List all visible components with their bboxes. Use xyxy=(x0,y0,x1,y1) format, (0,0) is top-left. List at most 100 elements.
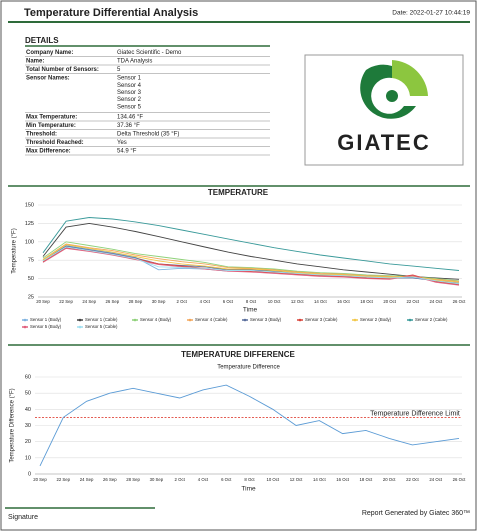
legend-label: Sensor 3 (Body) xyxy=(250,317,282,322)
logo-text: GIATEC xyxy=(337,130,430,155)
y-tick-label: 30 xyxy=(25,423,31,429)
y-tick-label: 75 xyxy=(28,258,34,264)
x-tick-label: 20 Sep xyxy=(36,299,50,304)
report-title: Temperature Differential Analysis xyxy=(24,7,198,19)
logo-box xyxy=(304,54,464,166)
series-line xyxy=(42,217,460,271)
detail-label: Company Name: xyxy=(26,50,73,56)
details-heading: DETAILS xyxy=(25,36,59,45)
detail-value: Giatec Scientific - Demo xyxy=(117,50,182,56)
legend-marker xyxy=(353,318,357,322)
legend-label: Sensor 5 (Body) xyxy=(30,324,62,329)
y-tick-label: 20 xyxy=(25,439,31,445)
x-tick-label: 26 Sep xyxy=(103,477,117,482)
series-line xyxy=(39,384,460,467)
legend-label: Sensor 1 (Cable) xyxy=(85,317,118,322)
logo-arc xyxy=(392,60,428,96)
detail-label: Threshold: xyxy=(26,132,57,138)
legend-marker xyxy=(23,318,27,322)
legend-marker xyxy=(78,318,82,322)
detail-value: 54.9 °F xyxy=(117,149,137,155)
detail-label: Min Temperature: xyxy=(26,123,76,129)
x-tick-label: 26 Oct xyxy=(453,477,466,482)
x-tick-label: 14 Oct xyxy=(314,299,327,304)
section-title: TEMPERATURE xyxy=(208,188,269,197)
series-line xyxy=(42,247,460,286)
x-tick-label: 22 Sep xyxy=(59,299,73,304)
detail-value: 5 xyxy=(117,67,121,73)
legend-marker xyxy=(408,318,412,322)
x-tick-label: 26 Oct xyxy=(453,299,466,304)
x-tick-label: 30 Sep xyxy=(150,477,164,482)
x-tick-label: 24 Oct xyxy=(429,477,442,482)
legend-marker xyxy=(188,318,192,322)
x-tick-label: 18 Oct xyxy=(360,477,373,482)
x-axis-label: Time xyxy=(241,486,256,493)
chart-title: Temperature Difference xyxy=(217,365,280,371)
detail-value: 134.46 °F xyxy=(117,115,143,121)
x-tick-label: 8 Oct xyxy=(246,299,257,304)
legend-marker xyxy=(243,318,247,322)
x-tick-label: 2 Oct xyxy=(177,299,188,304)
x-tick-label: 26 Sep xyxy=(106,299,120,304)
section-title: TEMPERATURE DIFFERENCE xyxy=(181,350,295,359)
x-axis-label: Time xyxy=(243,307,258,314)
x-tick-label: 16 Oct xyxy=(336,477,349,482)
x-tick-label: 10 Oct xyxy=(268,299,281,304)
y-tick-label: 60 xyxy=(25,374,31,380)
y-axis-label: Temperature (°F) xyxy=(12,228,18,273)
x-tick-label: 24 Sep xyxy=(82,299,96,304)
x-tick-label: 6 Oct xyxy=(223,299,234,304)
detail-value: TDA Analysis xyxy=(117,59,152,65)
x-tick-label: 22 Sep xyxy=(56,477,70,482)
detail-label: Max Temperature: xyxy=(26,115,77,121)
detail-value: 37.36 °F xyxy=(117,123,140,129)
series-line xyxy=(42,222,460,280)
y-tick-label: 125 xyxy=(25,221,34,227)
y-tick-label: 150 xyxy=(25,202,34,208)
detail-label: Sensor Names: xyxy=(26,76,70,82)
x-tick-label: 16 Oct xyxy=(337,299,350,304)
detail-value: Yes xyxy=(117,140,127,146)
x-tick-label: 2 Oct xyxy=(175,477,186,482)
x-tick-label: 22 Oct xyxy=(406,299,419,304)
x-tick-label: 18 Oct xyxy=(360,299,373,304)
y-tick-label: 100 xyxy=(25,239,34,245)
x-tick-label: 24 Sep xyxy=(80,477,94,482)
series-line xyxy=(42,241,460,282)
detail-label: Name: xyxy=(26,59,44,65)
signature: Signature xyxy=(8,514,38,521)
x-tick-label: 28 Sep xyxy=(126,477,140,482)
series-line xyxy=(42,246,460,285)
legend-label: Sensor 4 (Body) xyxy=(140,317,172,322)
logo-ring xyxy=(360,64,416,119)
legend-label: Sensor 5 (Cable) xyxy=(85,324,118,329)
legend-marker xyxy=(78,325,82,329)
detail-label: Total Number of Sensors: xyxy=(26,67,99,73)
series-line xyxy=(42,243,460,282)
legend-marker xyxy=(23,325,27,329)
detail-value: Sensor 1 xyxy=(117,76,142,82)
x-tick-label: 20 Oct xyxy=(383,299,396,304)
limit-label: Temperature Difference Limit xyxy=(370,410,460,417)
x-tick-label: 30 Sep xyxy=(152,299,166,304)
x-tick-label: 10 Oct xyxy=(266,477,279,482)
x-tick-label: 14 Oct xyxy=(313,477,326,482)
x-tick-label: 24 Oct xyxy=(430,299,443,304)
y-tick-label: 25 xyxy=(28,294,34,300)
logo-dot xyxy=(386,90,398,102)
x-tick-label: 4 Oct xyxy=(198,477,209,482)
x-tick-label: 20 Oct xyxy=(383,477,396,482)
y-tick-label: 10 xyxy=(25,455,31,461)
x-tick-label: 12 Oct xyxy=(291,299,304,304)
y-tick-label: 40 xyxy=(25,407,31,413)
detail-value: Sensor 4 xyxy=(117,83,142,89)
legend-marker xyxy=(298,318,302,322)
y-axis-label: Temperature Difference (°F) xyxy=(10,388,16,462)
detail-value: Sensor 3 xyxy=(117,90,142,96)
x-tick-label: 20 Sep xyxy=(33,477,47,482)
detail-value: Sensor 5 xyxy=(117,104,142,110)
